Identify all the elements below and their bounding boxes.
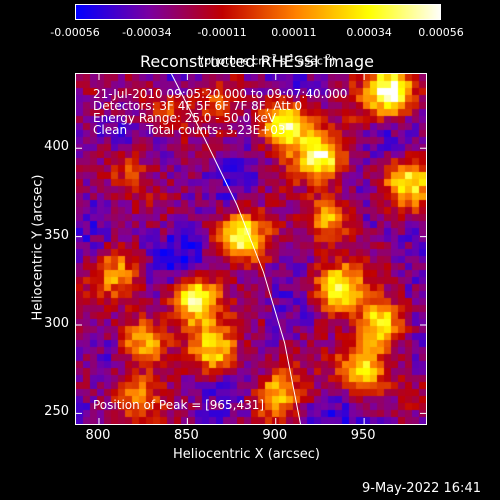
colorbar-gradient (76, 5, 440, 19)
units-part: ) (330, 54, 336, 68)
units-exponent: -2 (268, 53, 277, 62)
colorbar-tick-label: -0.00056 (50, 26, 100, 39)
x-tick-label: 850 (173, 428, 199, 443)
annotation-time-range: 21-Jul-2010 09:05:20.000 to 09:07:40.000 (93, 87, 348, 101)
units-part: s (276, 54, 287, 68)
x-tick-label: 950 (350, 428, 376, 443)
y-tick-label: 300 (44, 316, 69, 331)
annotation-clean-counts: Clean Total counts: 3.23E+03 (93, 123, 286, 137)
colorbar-tick-label: 0.00034 (346, 26, 392, 39)
colorbar-tick-label: -0.00011 (197, 26, 247, 39)
plot-area: 21-Jul-2010 09:05:20.000 to 09:07:40.000… (75, 73, 427, 425)
y-tick-label: 400 (44, 139, 69, 155)
plot-overlay (76, 74, 426, 424)
colorbar-tick-label: -0.00034 (122, 26, 172, 39)
colorbar-units-label: (photons cm-2 s-1 asec-2) (186, 40, 335, 80)
x-tick-label: 900 (262, 428, 288, 443)
colorbar (75, 4, 441, 20)
x-axis-label: Heliocentric X (arcsec) (173, 447, 320, 462)
units-exponent: -1 (286, 53, 295, 62)
y-tick-label: 350 (44, 227, 69, 243)
chart-title: Reconstructed RHESSI Image (140, 52, 374, 71)
units-part: asec (294, 54, 323, 68)
colorbar-tick-label: 0.00056 (418, 26, 464, 39)
solar-limb-curve (171, 74, 301, 424)
y-axis-label: Heliocentric Y (arcsec) (30, 174, 46, 321)
heatmap-image (76, 74, 426, 424)
footer-timestamp: 9-May-2022 16:41 (362, 481, 481, 496)
annotation-detectors: Detectors: 3F 4F 5F 6F 7F 8F, Att 0 (93, 99, 303, 113)
colorbar-tick-label: 0.00011 (271, 26, 317, 39)
x-tick-label: 800 (85, 428, 111, 443)
annotation-energy-range: Energy Range: 25.0 - 50.0 keV (93, 111, 277, 125)
units-exponent: -2 (322, 53, 331, 62)
units-part: (photons cm (200, 54, 269, 68)
peak-position-label: Position of Peak = [965,431] (93, 398, 265, 412)
y-tick-label: 250 (44, 404, 69, 420)
